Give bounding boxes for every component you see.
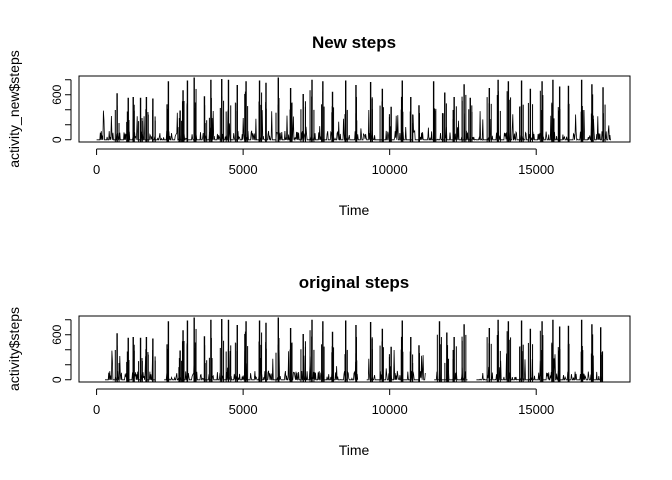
y-tick-label: 0 — [50, 136, 64, 143]
x-tick-label: 15000 — [518, 162, 554, 177]
series-line — [96, 109, 611, 142]
data-series — [96, 77, 611, 142]
x-tick-label: 5000 — [229, 162, 258, 177]
x-axis: 0 5000 10000 15000 — [93, 148, 554, 177]
x-tick-label: 10000 — [372, 162, 408, 177]
plot-frame — [78, 315, 631, 383]
plot-frame — [78, 75, 631, 143]
y-tick-label: 0 — [50, 376, 64, 383]
y-tick-label: 600 — [50, 324, 64, 344]
y-axis-label: activity$steps — [6, 307, 22, 391]
x-tick-label: 5000 — [229, 402, 258, 417]
y-axis-label: activity_new$steps — [6, 50, 22, 168]
y-tick-label: 600 — [50, 84, 64, 104]
x-axis-label: Time — [339, 442, 370, 458]
chart-panel-original-steps: original steps 0 5000 10000 15000 0 600 Time… — [6, 273, 631, 458]
chart-title: original steps — [299, 273, 410, 292]
x-tick-label: 15000 — [518, 402, 554, 417]
x-axis-label: Time — [339, 202, 370, 218]
data-series — [105, 317, 604, 382]
x-tick-label: 10000 — [372, 402, 408, 417]
x-tick-label: 0 — [93, 402, 100, 417]
x-axis: 0 5000 10000 15000 — [93, 388, 554, 417]
x-tick-label: 0 — [93, 162, 100, 177]
y-axis: 0 600 — [50, 319, 72, 383]
chart-panel-new-steps: New steps 0 5000 10000 15000 0 600 Time acti… — [6, 33, 631, 218]
chart-title: New steps — [312, 33, 396, 52]
y-axis: 0 600 — [50, 79, 72, 143]
